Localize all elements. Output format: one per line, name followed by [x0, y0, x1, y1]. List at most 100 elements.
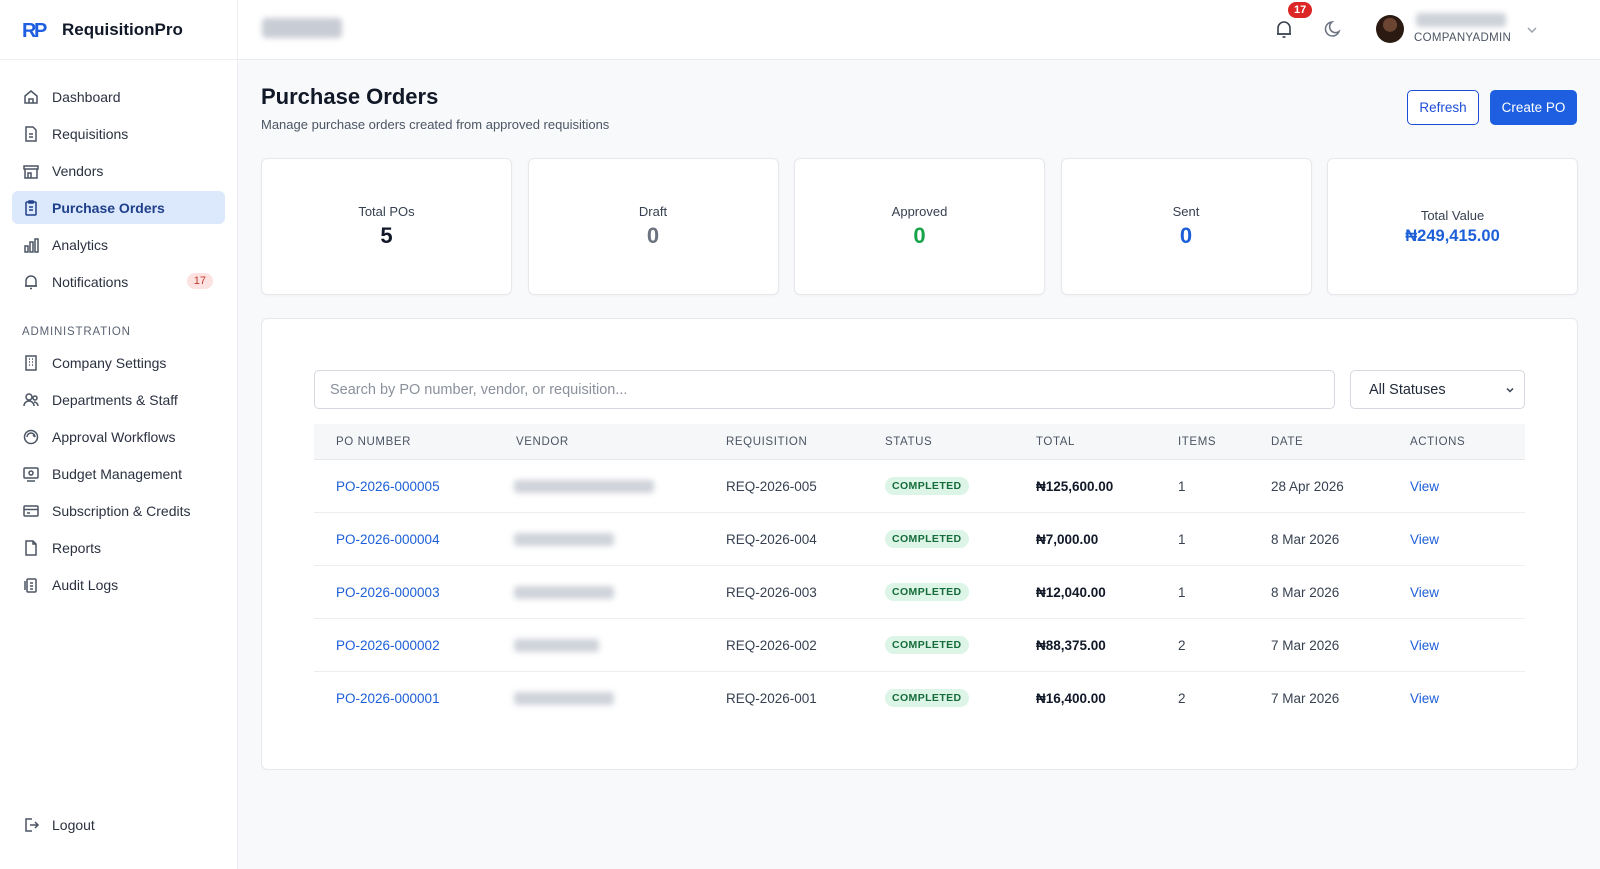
sidebar-item-label: Analytics	[52, 236, 109, 253]
page-subtitle: Manage purchase orders created from appr…	[261, 117, 610, 132]
status-badge: COMPLETED	[885, 477, 969, 495]
column-header[interactable]: REQUISITION	[726, 436, 808, 448]
sidebar-item-subscription-credits[interactable]: Subscription & Credits	[12, 494, 225, 527]
main-nav: Dashboard Requisitions Vendors Purchase …	[0, 60, 237, 298]
column-header[interactable]: ITEMS	[1178, 436, 1217, 448]
stat-label: Draft	[638, 204, 668, 219]
column-header[interactable]: VENDOR	[516, 436, 569, 448]
column-header[interactable]: STATUS	[885, 436, 933, 448]
chevron-down-icon	[1506, 387, 1514, 393]
search-input[interactable]	[314, 370, 1335, 409]
table-row: PO-2026-000005 REQ-2026-005 COMPLETED ₦1…	[314, 460, 1525, 513]
sidebar-item-vendors[interactable]: Vendors	[12, 154, 225, 187]
stat-card-sent: Sent 0	[1060, 158, 1312, 295]
stat-card-approved: Approved 0	[794, 158, 1045, 295]
bell-icon	[22, 273, 40, 291]
report-icon	[22, 539, 40, 557]
notifications-bell-icon[interactable]	[1273, 18, 1295, 40]
brand[interactable]: R P RequisitionPro	[0, 0, 237, 60]
column-header: ACTIONS	[1410, 436, 1466, 448]
status-badge: COMPLETED	[885, 530, 969, 548]
items-count: 1	[1178, 532, 1186, 547]
requisition-number: REQ-2026-001	[726, 691, 817, 706]
po-number-link[interactable]: PO-2026-000001	[336, 691, 440, 706]
home-icon	[22, 88, 40, 106]
stat-card-total-pos: Total POs 5	[261, 158, 512, 295]
sidebar-item-analytics[interactable]: Analytics	[12, 228, 225, 261]
dark-mode-toggle-icon[interactable]	[1324, 19, 1344, 39]
sidebar-item-notifications[interactable]: Notifications 17	[12, 265, 225, 298]
create-po-button[interactable]: Create PO	[1490, 90, 1577, 125]
po-number-link[interactable]: PO-2026-000003	[336, 585, 440, 600]
sidebar-item-purchase-orders[interactable]: Purchase Orders	[12, 191, 225, 224]
stat-value: 5	[380, 223, 393, 248]
sidebar-item-label: Subscription & Credits	[52, 502, 191, 519]
refresh-button[interactable]: Refresh	[1407, 90, 1479, 125]
column-header[interactable]: PO NUMBER	[336, 436, 412, 448]
po-total: ₦16,400.00	[1036, 691, 1106, 706]
po-number-link[interactable]: PO-2026-000005	[336, 479, 440, 494]
budget-icon	[22, 465, 40, 483]
vendor-name-redacted	[514, 639, 599, 652]
chevron-down-icon[interactable]	[1525, 23, 1539, 37]
status-badge: COMPLETED	[885, 689, 969, 707]
sidebar-item-label: Requisitions	[52, 125, 129, 142]
purchase-orders-table-card: All Statuses PO NUMBER VENDOR REQUISITIO…	[261, 318, 1578, 770]
page-title: Purchase Orders	[261, 84, 439, 109]
items-count: 1	[1178, 585, 1186, 600]
stat-card-draft: Draft 0	[527, 158, 779, 295]
sidebar-item-requisitions[interactable]: Requisitions	[12, 117, 225, 150]
po-date: 28 Apr 2026	[1271, 479, 1344, 494]
logout-button[interactable]: Logout	[12, 808, 225, 841]
vendor-name-redacted	[514, 692, 614, 705]
company-name-redacted	[262, 18, 342, 38]
view-link[interactable]: View	[1410, 532, 1440, 547]
column-header[interactable]: DATE	[1271, 436, 1304, 448]
credit-card-icon	[22, 502, 40, 520]
vendor-name-redacted	[514, 586, 614, 599]
clipboard-icon	[22, 199, 40, 217]
stat-value: ₦249,415.00	[1405, 226, 1500, 245]
items-count: 2	[1178, 691, 1186, 706]
sidebar-item-budget-management[interactable]: Budget Management	[12, 457, 225, 490]
column-header[interactable]: TOTAL	[1036, 436, 1075, 448]
sidebar-item-dashboard[interactable]: Dashboard	[12, 80, 225, 113]
stat-label: Total Value	[1420, 207, 1485, 223]
admin-nav: Company Settings Departments & Staff App…	[0, 346, 237, 601]
vendor-name-redacted	[514, 533, 614, 546]
status-filter-select[interactable]: All Statuses	[1350, 370, 1525, 409]
sidebar-item-approval-workflows[interactable]: Approval Workflows	[12, 420, 225, 453]
svg-text:R: R	[22, 20, 37, 41]
po-total: ₦12,040.00	[1036, 585, 1106, 600]
po-number-link[interactable]: PO-2026-000002	[336, 638, 440, 653]
view-link[interactable]: View	[1410, 585, 1440, 600]
po-date: 7 Mar 2026	[1271, 638, 1340, 653]
po-total: ₦125,600.00	[1036, 479, 1114, 494]
sidebar-item-label: Purchase Orders	[52, 199, 165, 216]
requisition-number: REQ-2026-005	[726, 479, 817, 494]
stat-value: 0	[913, 223, 926, 248]
notification-count-badge: 17	[186, 273, 213, 289]
view-link[interactable]: View	[1410, 479, 1440, 494]
avatar[interactable]	[1376, 15, 1404, 43]
sidebar-item-label: Approval Workflows	[52, 428, 176, 445]
sidebar-item-company-settings[interactable]: Company Settings	[12, 346, 225, 379]
audit-icon	[22, 576, 40, 594]
user-name-redacted	[1416, 13, 1506, 27]
sidebar-item-departments-staff[interactable]: Departments & Staff	[12, 383, 225, 416]
table-row: PO-2026-000003 REQ-2026-003 COMPLETED ₦1…	[314, 566, 1525, 619]
logo-icon: R P	[22, 20, 47, 41]
po-number-link[interactable]: PO-2026-000004	[336, 532, 440, 547]
sidebar-item-reports[interactable]: Reports	[12, 531, 225, 564]
view-link[interactable]: View	[1410, 638, 1440, 653]
stat-label: Sent	[1172, 204, 1200, 219]
table-row: PO-2026-000004 REQ-2026-004 COMPLETED ₦7…	[314, 513, 1525, 566]
sidebar-item-label: Company Settings	[52, 354, 167, 371]
logout-icon	[22, 816, 40, 834]
sidebar-item-audit-logs[interactable]: Audit Logs	[12, 568, 225, 601]
items-count: 2	[1178, 638, 1186, 653]
view-link[interactable]: View	[1410, 691, 1440, 706]
sidebar-item-label: Dashboard	[52, 88, 121, 105]
sidebar-item-label: Budget Management	[52, 465, 182, 482]
stat-label: Total POs	[358, 204, 415, 219]
